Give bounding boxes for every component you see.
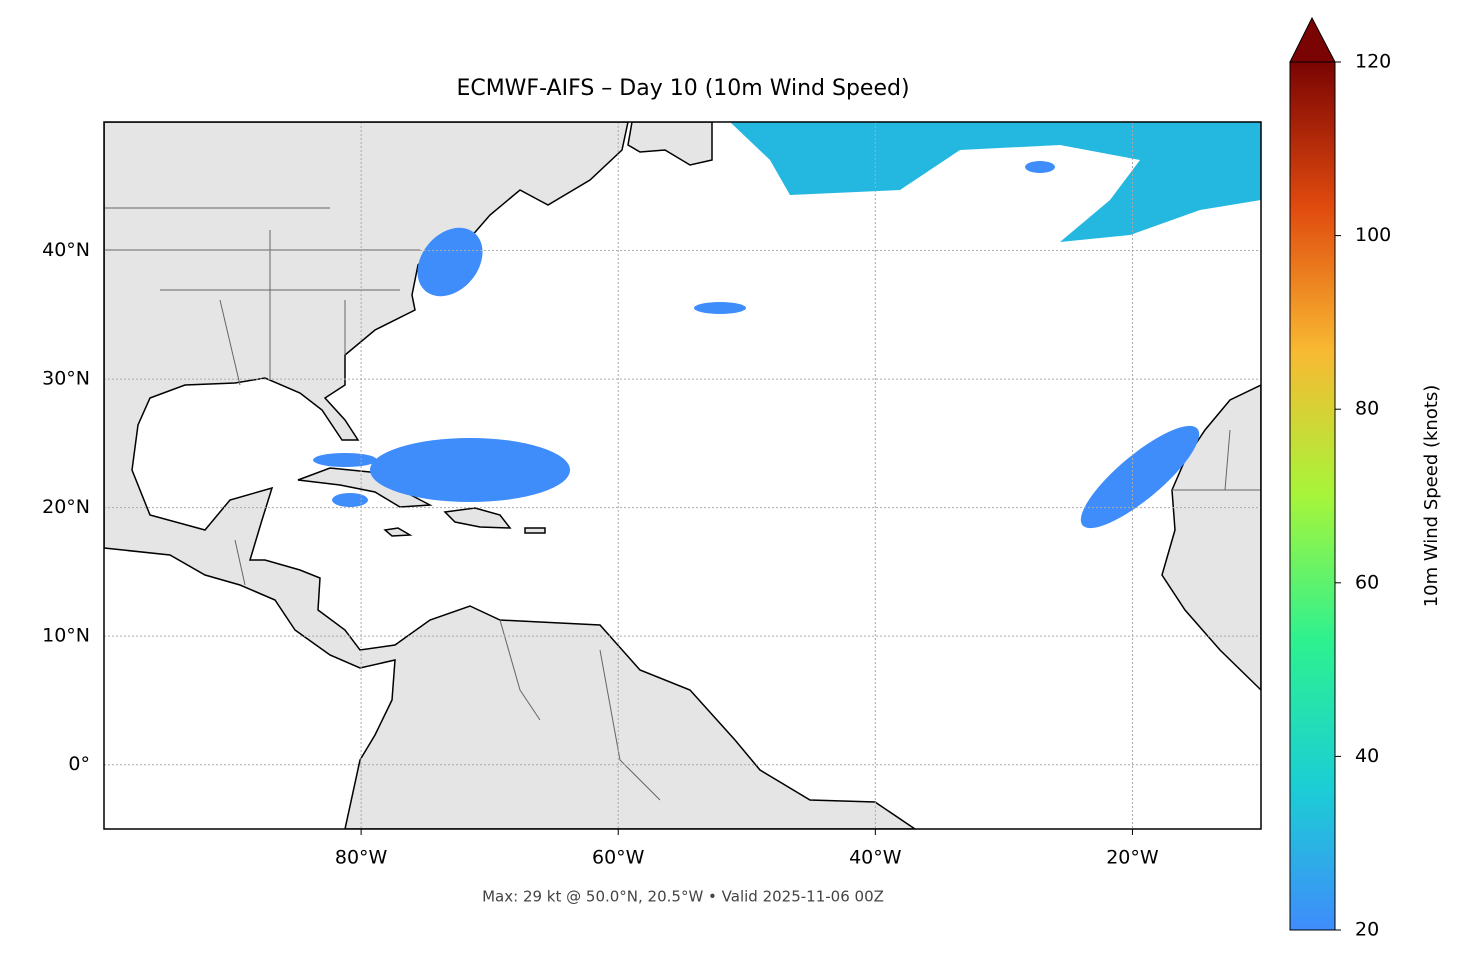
wind-patch bbox=[332, 493, 368, 507]
x-tick-label: 40°W bbox=[849, 847, 902, 869]
africa bbox=[1161, 384, 1261, 692]
wind-patch bbox=[730, 122, 1261, 242]
wind-patch bbox=[1080, 425, 1200, 529]
x-tick-label: 60°W bbox=[592, 847, 645, 869]
x-tick-label: 20°W bbox=[1106, 847, 1159, 869]
y-tick-label: 10°N bbox=[42, 625, 90, 647]
plot-frame bbox=[103, 121, 1262, 830]
wind-patch bbox=[694, 302, 746, 314]
wind-patch bbox=[417, 227, 483, 297]
y-tick-label: 40°N bbox=[42, 239, 90, 261]
colorbar bbox=[1289, 61, 1336, 931]
hispaniola bbox=[443, 507, 512, 529]
colorbar-label: 10m Wind Speed (knots) bbox=[1421, 385, 1442, 608]
colorbar-tick-label: 120 bbox=[1355, 51, 1391, 73]
footnote: Max: 29 kt @ 50.0°N, 20.5°W • Valid 2025… bbox=[482, 888, 884, 906]
colorbar-tick-label: 100 bbox=[1355, 224, 1391, 246]
y-tick-label: 0° bbox=[68, 753, 90, 775]
colorbar-tick-label: 40 bbox=[1355, 745, 1379, 767]
colorbar-tick-label: 20 bbox=[1355, 919, 1379, 941]
americas bbox=[104, 122, 917, 829]
colorbar-extend bbox=[1289, 16, 1336, 63]
grid bbox=[104, 122, 1261, 829]
colorbar-tick-label: 60 bbox=[1355, 571, 1379, 593]
chart-title: ECMWF-AIFS – Day 10 (10m Wind Speed) bbox=[456, 76, 909, 101]
wind-patch bbox=[1025, 161, 1055, 173]
x-tick-label: 80°W bbox=[335, 847, 388, 869]
cuba bbox=[297, 467, 433, 508]
map-layer bbox=[104, 122, 1261, 829]
y-tick-label: 20°N bbox=[42, 496, 90, 518]
y-tick-label: 30°N bbox=[42, 368, 90, 390]
jamaica bbox=[383, 527, 413, 537]
wind-patch bbox=[313, 453, 377, 467]
newfoundland bbox=[627, 122, 713, 166]
puerto-rico bbox=[524, 527, 546, 534]
colorbar-tick-label: 80 bbox=[1355, 398, 1379, 420]
country-border bbox=[104, 207, 1261, 801]
wind-patch bbox=[370, 438, 570, 502]
